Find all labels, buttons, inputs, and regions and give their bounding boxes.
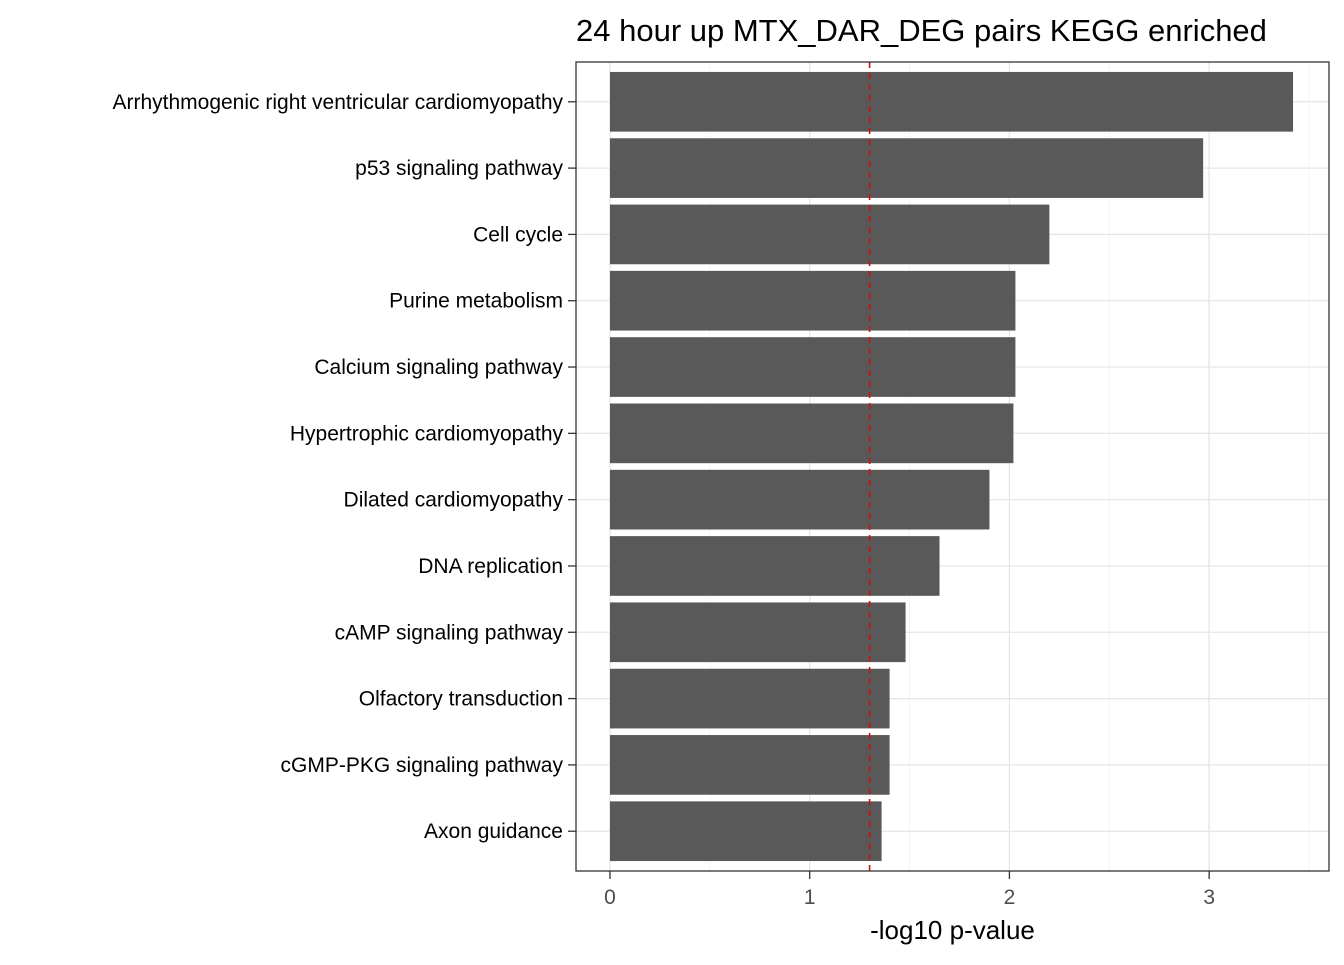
y-tick-label: Purine metabolism [389, 290, 563, 313]
x-axis-title: -log10 p-value [870, 915, 1035, 945]
y-tick-label: Dilated cardiomyopathy [344, 489, 564, 512]
bar [609, 403, 1014, 464]
y-tick-label: Hypertrophic cardiomyopathy [290, 422, 564, 445]
x-tick-label: 0 [604, 886, 616, 909]
y-tick-label: Cell cycle [473, 223, 563, 246]
y-tick-label: Olfactory transduction [359, 688, 563, 711]
bars [609, 71, 1294, 862]
panel-border [575, 61, 1330, 872]
y-tick-label: cAMP signaling pathway [335, 621, 564, 644]
y-tick-label: DNA replication [418, 555, 563, 578]
bar [609, 469, 990, 530]
y-tick-label: Axon guidance [424, 820, 563, 843]
bar [609, 801, 882, 862]
y-axis: Arrhythmogenic right ventricular cardiom… [112, 91, 576, 843]
x-axis: 0 1 2 3 [604, 871, 1215, 909]
bar [609, 536, 940, 596]
bar [609, 602, 906, 663]
x-tick-label: 2 [1004, 886, 1016, 909]
bar [609, 735, 890, 795]
y-tick-label: cGMP-PKG signaling pathway [281, 754, 564, 777]
bar [609, 138, 1204, 198]
y-tick-label: p53 signaling pathway [355, 157, 563, 180]
x-tick-label: 1 [804, 886, 816, 909]
y-tick-label: Calcium signaling pathway [314, 356, 563, 379]
x-tick-label: 3 [1203, 886, 1215, 909]
y-tick-label: Arrhythmogenic right ventricular cardiom… [112, 91, 563, 114]
bar [609, 668, 890, 729]
bar [609, 71, 1294, 132]
bar [609, 204, 1050, 265]
bar [609, 337, 1016, 397]
bar [609, 270, 1016, 331]
chart-title: 24 hour up MTX_DAR_DEG pairs KEGG enrich… [576, 13, 1267, 48]
